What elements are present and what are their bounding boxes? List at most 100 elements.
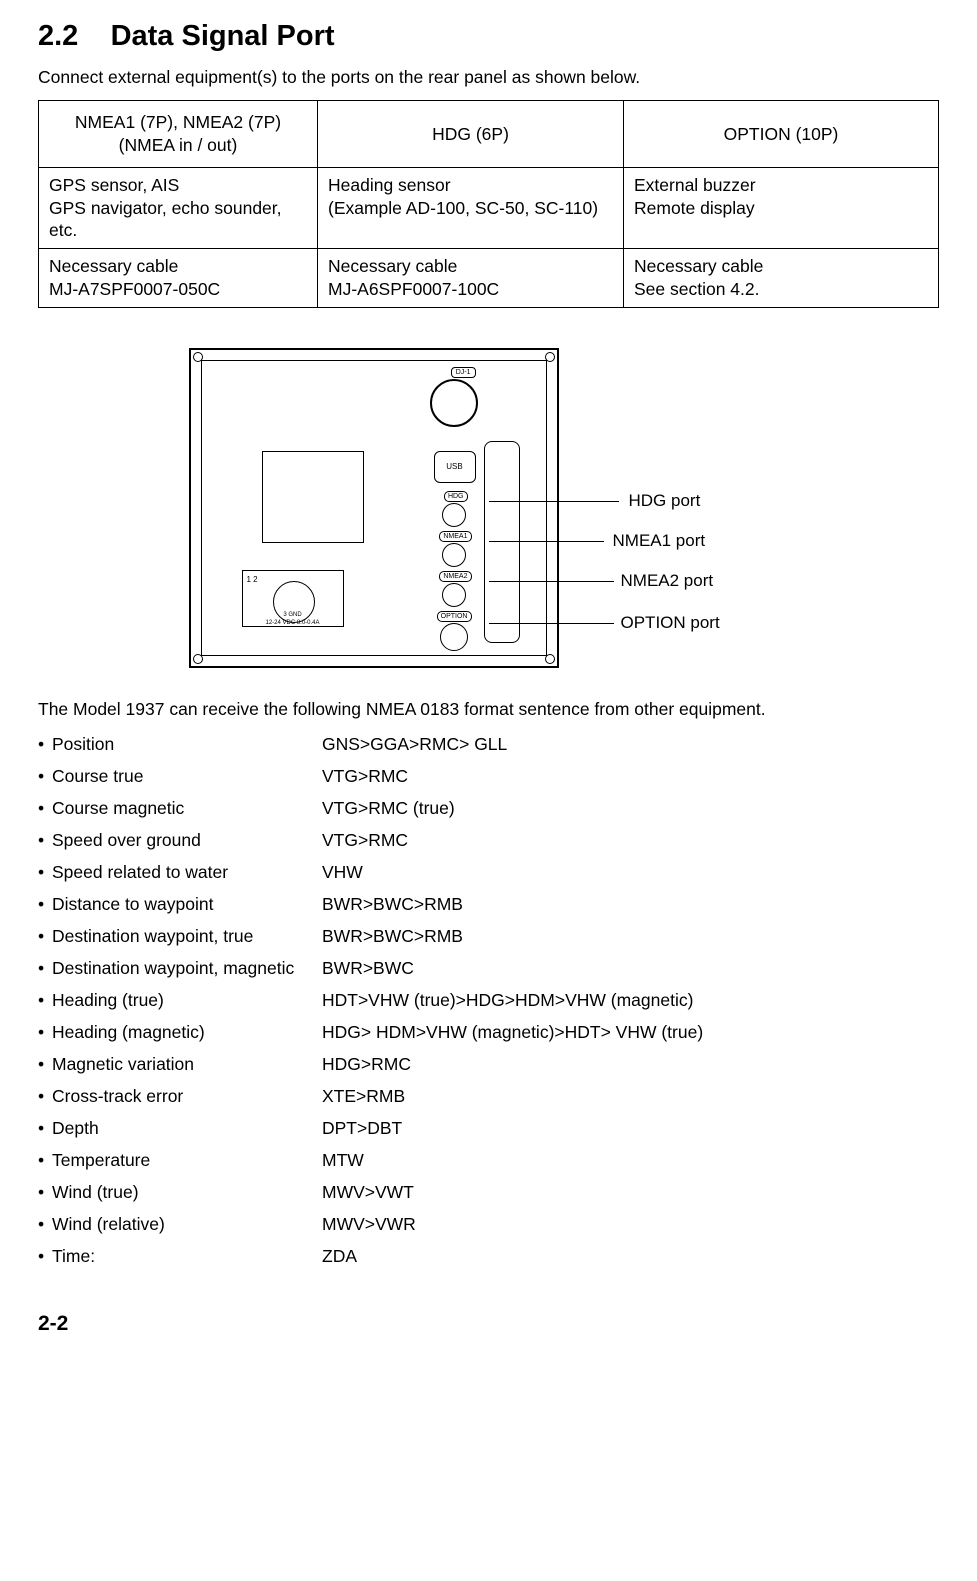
sentence-value: GNS>GGA>RMC> GLL — [322, 730, 939, 758]
section-number: 2.2 — [38, 20, 78, 52]
bullet-icon: • — [38, 1050, 52, 1078]
bullet-icon: • — [38, 730, 52, 758]
list-item: •Destination waypoint, trueBWR>BWC>RMB — [38, 922, 939, 950]
power-connector-icon: 1 2 3 GND12-24 VDC 8.0-0.4A — [242, 570, 344, 627]
sentence-label: Wind (relative) — [52, 1210, 322, 1238]
sentence-label: Distance to waypoint — [52, 890, 322, 918]
list-item: •Wind (true)MWV>VWT — [38, 1178, 939, 1206]
power-spec-label: 3 GND12-24 VDC 8.0-0.4A — [243, 612, 343, 628]
option-connector-icon — [440, 623, 468, 651]
hdg-connector-icon — [442, 503, 466, 527]
table-cell: Necessary cableSee section 4.2. — [624, 249, 939, 308]
sentence-label: Speed over ground — [52, 826, 322, 854]
list-item: •Heading (true)HDT>VHW (true)>HDG>HDM>VH… — [38, 986, 939, 1014]
dj1-connector-icon — [430, 379, 478, 427]
panel-outline: 1 2 3 GND12-24 VDC 8.0-0.4A DJ-1 USB HDG… — [189, 348, 559, 668]
bullet-icon: • — [38, 1018, 52, 1046]
bullet-icon: • — [38, 794, 52, 822]
sentence-label: Heading (magnetic) — [52, 1018, 322, 1046]
sentence-label: Temperature — [52, 1146, 322, 1174]
sentence-intro: The Model 1937 can receive the following… — [38, 698, 939, 721]
sentence-label: Position — [52, 730, 322, 758]
callout-option: OPTION port — [621, 612, 720, 634]
bullet-icon: • — [38, 1210, 52, 1238]
sentence-value: VHW — [322, 858, 939, 886]
sentence-label: Speed related to water — [52, 858, 322, 886]
dj1-label: DJ-1 — [451, 367, 476, 378]
port-cover-icon — [484, 441, 520, 643]
sentence-value: BWR>BWC>RMB — [322, 922, 939, 950]
table-cell: External buzzerRemote display — [624, 167, 939, 248]
card-slot-icon — [262, 451, 364, 543]
table-header: NMEA1 (7P), NMEA2 (7P)(NMEA in / out) — [39, 101, 318, 168]
page-number: 2-2 — [38, 1310, 939, 1337]
sentence-value: VTG>RMC — [322, 826, 939, 854]
nmea2-label: NMEA2 — [439, 571, 471, 582]
list-item: •Wind (relative)MWV>VWR — [38, 1210, 939, 1238]
nmea1-label: NMEA1 — [439, 531, 471, 542]
power-pins-label: 1 2 — [247, 575, 258, 585]
sentence-value: MWV>VWT — [322, 1178, 939, 1206]
section-heading: 2.2 Data Signal Port — [38, 18, 939, 56]
bullet-icon: • — [38, 986, 52, 1014]
table-cell: Necessary cable MJ-A7SPF0007-050C — [39, 249, 318, 308]
usb-port-icon: USB — [434, 451, 476, 483]
sentence-label: Course magnetic — [52, 794, 322, 822]
sentence-label: Time: — [52, 1242, 322, 1270]
list-item: •Magnetic variationHDG>RMC — [38, 1050, 939, 1078]
list-item: •Course trueVTG>RMC — [38, 762, 939, 790]
list-item: •Course magneticVTG>RMC (true) — [38, 794, 939, 822]
bullet-icon: • — [38, 826, 52, 854]
intro-text: Connect external equipment(s) to the por… — [38, 66, 939, 89]
bullet-icon: • — [38, 1114, 52, 1142]
bullet-icon: • — [38, 858, 52, 886]
sentence-value: HDG>RMC — [322, 1050, 939, 1078]
port-table: NMEA1 (7P), NMEA2 (7P)(NMEA in / out) HD… — [38, 100, 939, 307]
bullet-icon: • — [38, 1178, 52, 1206]
nmea1-connector-icon — [442, 543, 466, 567]
sentence-label: Depth — [52, 1114, 322, 1142]
sentence-label: Destination waypoint, magnetic — [52, 954, 322, 982]
table-cell: Necessary cableMJ-A6SPF0007-100C — [318, 249, 624, 308]
callout-line — [489, 623, 614, 624]
callout-nmea2: NMEA2 port — [621, 570, 714, 592]
list-item: •DepthDPT>DBT — [38, 1114, 939, 1142]
sentence-value: HDG> HDM>VHW (magnetic)>HDT> VHW (true) — [322, 1018, 939, 1046]
list-item: •Time:ZDA — [38, 1242, 939, 1270]
list-item: •TemperatureMTW — [38, 1146, 939, 1174]
bullet-icon: • — [38, 954, 52, 982]
bullet-icon: • — [38, 1242, 52, 1270]
callout-line — [489, 501, 619, 502]
sentence-label: Heading (true) — [52, 986, 322, 1014]
sentence-label: Destination waypoint, true — [52, 922, 322, 950]
table-cell: Heading sensor(Example AD-100, SC-50, SC… — [318, 167, 624, 248]
bullet-icon: • — [38, 1146, 52, 1174]
bullet-icon: • — [38, 762, 52, 790]
sentence-label: Wind (true) — [52, 1178, 322, 1206]
list-item: •Speed over groundVTG>RMC — [38, 826, 939, 854]
callout-line — [489, 581, 614, 582]
sentence-label: Course true — [52, 762, 322, 790]
table-cell: GPS sensor, AISGPS navigator, echo sound… — [39, 167, 318, 248]
table-header: HDG (6P) — [318, 101, 624, 168]
list-item: •Destination waypoint, magneticBWR>BWC — [38, 954, 939, 982]
option-label: OPTION — [437, 611, 472, 622]
list-item: •Speed related to waterVHW — [38, 858, 939, 886]
panel-inner: 1 2 3 GND12-24 VDC 8.0-0.4A DJ-1 USB HDG… — [201, 360, 547, 656]
callout-nmea1: NMEA1 port — [613, 530, 706, 552]
bullet-icon: • — [38, 1082, 52, 1110]
list-item: •Cross-track errorXTE>RMB — [38, 1082, 939, 1110]
sentence-value: MWV>VWR — [322, 1210, 939, 1238]
nmea-sentence-list: •PositionGNS>GGA>RMC> GLL•Course trueVTG… — [38, 730, 939, 1270]
bullet-icon: • — [38, 922, 52, 950]
sentence-value: VTG>RMC — [322, 762, 939, 790]
bullet-icon: • — [38, 890, 52, 918]
hdg-label: HDG — [444, 491, 468, 502]
sentence-value: VTG>RMC (true) — [322, 794, 939, 822]
sentence-value: BWR>BWC — [322, 954, 939, 982]
callout-hdg: HDG port — [629, 490, 701, 512]
table-header: OPTION (10P) — [624, 101, 939, 168]
section-title-text: Data Signal Port — [111, 20, 335, 52]
sentence-value: XTE>RMB — [322, 1082, 939, 1110]
sentence-label: Magnetic variation — [52, 1050, 322, 1078]
